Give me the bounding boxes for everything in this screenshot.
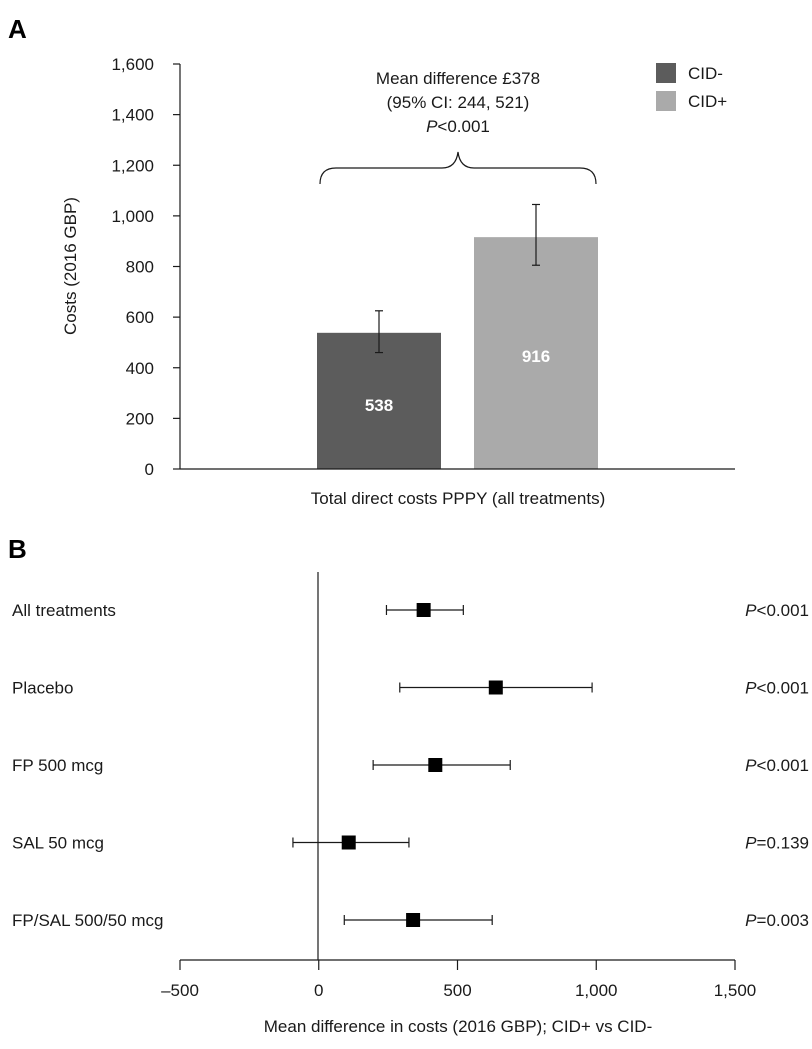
a-bar-CID- — [317, 332, 441, 469]
a-bar-value-label: 916 — [522, 347, 550, 366]
b-p-rest: <0.001 — [757, 601, 809, 620]
a-x-label: Total direct costs PPPY (all treatments) — [311, 489, 605, 508]
a-annotation-line1: Mean difference £378 — [376, 69, 540, 88]
b-row: FP 500 mcg P<0.001 — [12, 756, 809, 775]
b-x-tick-label: 1,500 — [714, 981, 757, 1000]
b-p-value: P<0.001 — [745, 601, 809, 620]
b-estimate-marker — [416, 603, 431, 617]
b-x-ticks: –500 0 500 1,000 1,500 — [161, 960, 756, 1000]
a-annotation-line3: P<0.001 — [426, 117, 490, 136]
a-y-tick-label: 600 — [126, 308, 154, 327]
b-row-label: FP/SAL 500/50 mcg — [12, 911, 164, 930]
a-bars: 538 916 — [317, 203, 598, 469]
b-row: Placebo P<0.001 — [12, 679, 809, 698]
a-legend-label: CID+ — [688, 92, 727, 111]
a-y-tick-label: 1,200 — [111, 156, 154, 175]
a-y-tick-label: 0 — [145, 460, 154, 479]
b-row-label: FP 500 mcg — [12, 756, 103, 775]
b-x-tick-label: 0 — [314, 981, 323, 1000]
b-row-label: Placebo — [12, 679, 73, 698]
b-p-value: P=0.003 — [745, 911, 809, 930]
b-p-value: P<0.001 — [745, 679, 809, 698]
a-y-tick-label: 1,000 — [111, 207, 154, 226]
b-estimate-marker — [341, 835, 356, 850]
b-p-value: P=0.139 — [745, 834, 809, 853]
a-y-tick-label: 1,400 — [111, 106, 154, 125]
b-p-italic: P — [745, 679, 757, 698]
b-p-italic: P — [745, 834, 757, 853]
b-row-label: All treatments — [12, 601, 116, 620]
b-p-italic: P — [745, 756, 757, 775]
b-p-italic: P — [745, 601, 757, 620]
b-x-tick-label: –500 — [161, 981, 199, 1000]
b-estimate-marker — [428, 758, 443, 772]
a-y-tick-label: 800 — [126, 258, 154, 277]
a-bar-CID+ — [474, 237, 598, 469]
b-row: FP/SAL 500/50 mcg P=0.003 — [12, 911, 809, 930]
a-annotation-p-rest: <0.001 — [437, 117, 489, 136]
a-legend: CID- CID+ — [656, 63, 727, 111]
panel-b-letter: B — [8, 534, 27, 564]
b-x-label: Mean difference in costs (2016 GBP); CID… — [264, 1017, 652, 1036]
a-legend-swatch — [656, 91, 676, 111]
a-y-tick-label: 1,600 — [111, 55, 154, 74]
b-p-rest: <0.001 — [757, 679, 809, 698]
b-p-rest: <0.001 — [757, 756, 809, 775]
b-estimate-marker — [488, 680, 503, 695]
a-y-tick-label: 200 — [126, 409, 154, 428]
a-annotation-line2: (95% CI: 244, 521) — [387, 93, 530, 112]
panel-a-bar-chart: 0 200 400 600 800 1,000 1,200 1,400 1,600 538 916… — [61, 55, 735, 508]
a-annotation-brace — [319, 151, 597, 185]
b-x-tick-label: 500 — [443, 981, 471, 1000]
b-row-label: SAL 50 mcg — [12, 834, 104, 853]
b-row: All treatments P<0.001 — [12, 601, 809, 620]
a-annotation-p-italic: P — [426, 117, 438, 136]
b-row: SAL 50 mcg P=0.139 — [12, 834, 809, 853]
b-p-rest: =0.003 — [757, 911, 809, 930]
a-y-tick-label: 400 — [126, 359, 154, 378]
a-y-label: Costs (2016 GBP) — [61, 197, 80, 335]
a-bar-value-label: 538 — [365, 396, 393, 415]
b-x-tick-label: 1,000 — [575, 981, 618, 1000]
a-legend-label: CID- — [688, 64, 723, 83]
panel-a-letter: A — [8, 14, 27, 44]
b-p-value: P<0.001 — [745, 756, 809, 775]
b-p-rest: =0.139 — [757, 834, 809, 853]
a-legend-swatch — [656, 63, 676, 83]
b-estimate-marker — [406, 913, 421, 927]
a-y-ticks: 0 200 400 600 800 1,000 1,200 1,400 1,600 — [111, 55, 180, 479]
b-p-italic: P — [745, 911, 757, 930]
